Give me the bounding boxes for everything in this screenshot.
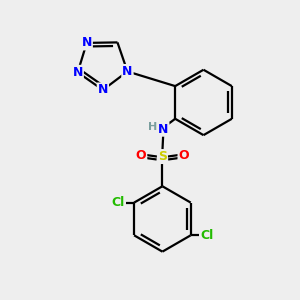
Text: S: S bbox=[158, 150, 167, 163]
Text: N: N bbox=[98, 83, 108, 97]
Text: O: O bbox=[178, 148, 189, 162]
Text: H: H bbox=[148, 122, 157, 132]
Text: Cl: Cl bbox=[200, 229, 214, 242]
Text: N: N bbox=[73, 66, 83, 79]
Text: Cl: Cl bbox=[111, 196, 124, 209]
Text: N: N bbox=[82, 36, 92, 50]
Text: O: O bbox=[136, 148, 146, 162]
Text: N: N bbox=[122, 65, 133, 78]
Text: N: N bbox=[158, 123, 169, 136]
